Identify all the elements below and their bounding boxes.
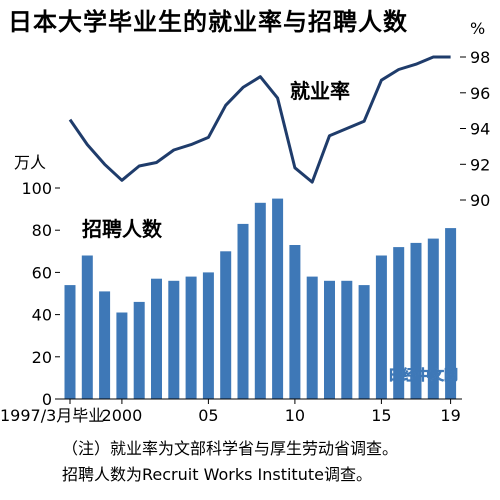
x-tick-label: 2000 [102,406,143,425]
right-axis-unit: % [470,19,485,38]
right-tick-label: 98 [470,48,490,67]
employment-rate-line [68,55,451,184]
bar-2017 [410,242,422,399]
line-series [68,55,451,184]
note-line-2: 招聘人数为Recruit Works Institute调查。 [62,465,372,484]
bar-2010 [289,245,301,399]
bar-2009 [272,198,284,399]
left-tick-label: 40 [32,306,52,325]
bar-2019 [445,228,457,399]
line-series-label: 就业率 [290,79,350,103]
watermark: 日经中文网 [388,367,458,384]
left-tick-label: 80 [32,221,52,240]
right-tick-label: 94 [470,120,490,139]
bar-2000 [116,312,128,399]
bar-2003 [168,280,180,399]
bar-2005 [202,272,214,399]
bar-2002 [151,278,162,399]
bar-1997 [64,285,76,399]
bar-1998 [81,255,93,399]
bar-2018 [427,238,439,399]
right-axis-ticks: 90 92 94 96 98 [460,48,490,210]
right-tick-label: 96 [470,84,490,103]
bar-2014 [358,285,370,399]
left-tick-label: 0 [42,390,52,409]
bar-2001 [133,301,145,399]
bar-2007 [237,223,249,399]
bar-2004 [185,276,197,399]
bar-1999 [99,291,111,399]
bar-2015 [375,255,387,399]
left-tick-label: 20 [32,348,52,367]
chart-title: 日本大学毕业生的就业率与招聘人数 [8,8,408,36]
right-tick-label: 92 [470,155,490,174]
left-axis-ticks: 0 20 40 60 80 100 [21,179,60,409]
x-tick-label: 19 [440,406,460,425]
note-line-1: （注）就业率为文部科学省与厚生劳动省调查。 [62,439,398,458]
x-tick-label: 15 [371,406,391,425]
bar-2013 [341,280,353,399]
bar-2011 [306,276,318,399]
bar-series-label: 招聘人数 [82,217,163,241]
bar-2006 [220,251,232,399]
bar-series [64,198,457,399]
bar-2008 [254,202,266,399]
x-tick-label: 1997/3月毕业 [0,406,104,425]
left-tick-label: 100 [21,179,52,198]
bar-2016 [393,247,405,399]
bar-2012 [324,280,335,399]
left-tick-label: 60 [32,263,52,282]
left-axis-unit: 万人 [14,153,46,172]
right-tick-label: 90 [470,191,490,210]
x-tick-label: 10 [285,406,305,425]
x-tick-label: 05 [198,406,218,425]
